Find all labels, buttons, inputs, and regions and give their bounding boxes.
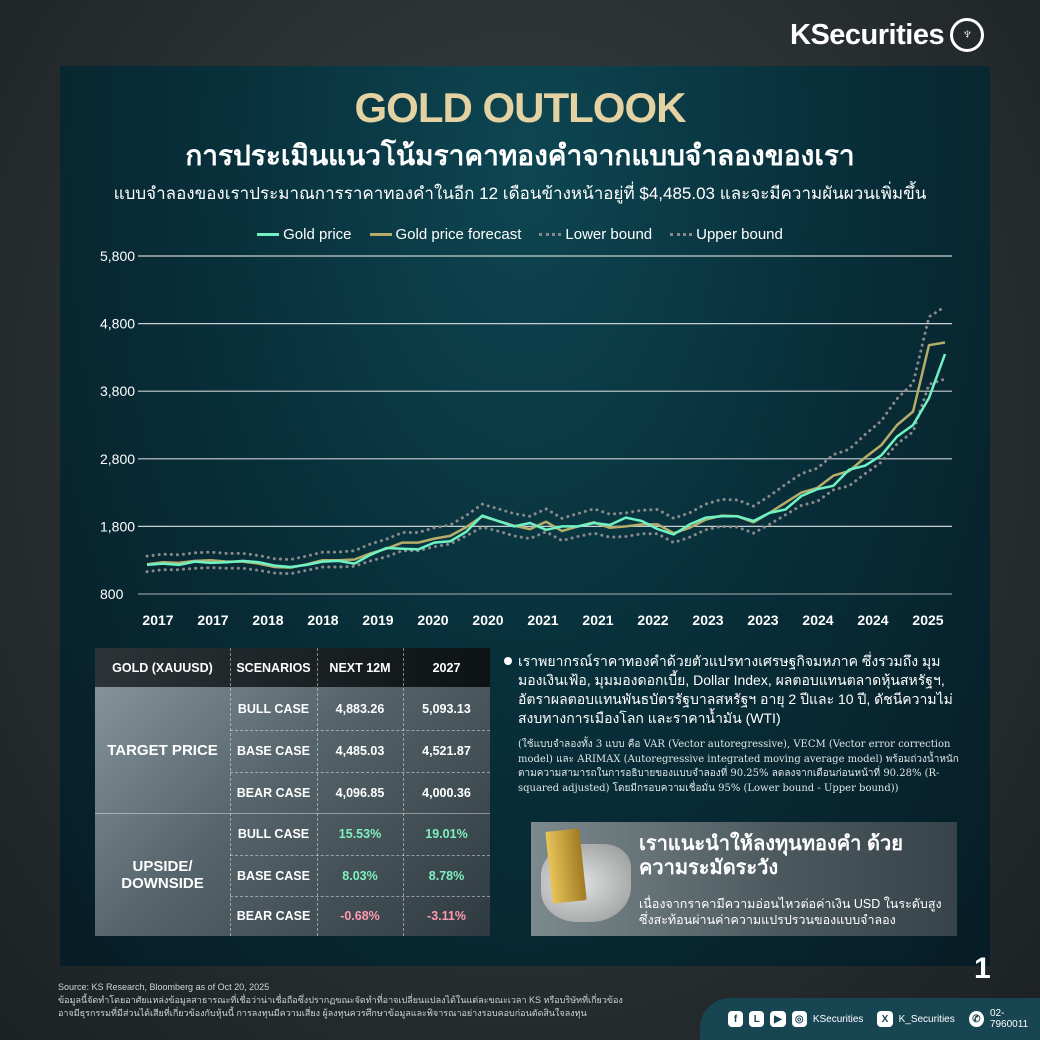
ksecurities-logo: KSecurities ♆ <box>790 18 985 52</box>
value-2027: -3.11% <box>427 909 466 923</box>
legend-lower: Lower bound <box>539 226 652 243</box>
x-tick-label: 2024 <box>857 612 888 628</box>
series-upper-bound <box>145 305 947 561</box>
x-tick-label: 2020 <box>472 612 503 628</box>
line-icon[interactable]: L <box>749 1011 765 1027</box>
y-tick-label: 1,800 <box>100 518 135 534</box>
value-2027: 5,093.13 <box>422 701 471 716</box>
y-tick-label: 5,800 <box>100 248 135 264</box>
value-2027: 4,521.87 <box>422 744 471 758</box>
group-upside-downside: UPSIDE/ DOWNSIDE <box>121 857 204 892</box>
y-tick-label: 4,800 <box>100 316 135 332</box>
social-handle[interactable]: KSecurities <box>812 1013 864 1025</box>
x-tick-label: 2025 <box>912 612 943 628</box>
value-next12m: 4,485.03 <box>335 744 385 758</box>
x-tick-label: 2021 <box>582 612 613 628</box>
scenario-label: BEAR CASE <box>236 909 311 923</box>
legend-forecast: Gold price forecast <box>369 226 521 243</box>
y-tick-label: 800 <box>100 586 124 602</box>
series-lower-bound <box>145 377 947 576</box>
x-tick-label: 2018 <box>252 612 283 628</box>
x-tick-label: 2023 <box>747 612 778 628</box>
scenario-label: BULL CASE <box>237 701 310 716</box>
x-handle[interactable]: K_Securities <box>898 1013 955 1025</box>
social-bar: f L ▶ ◎ KSecurities X K_Securities ✆ 02-… <box>700 998 1040 1040</box>
chart-legend: Gold price Gold price forecast Lower bou… <box>0 226 1040 243</box>
th-gold: GOLD (XAUUSD) <box>112 660 213 675</box>
phone-icon[interactable]: ✆ <box>968 1011 984 1027</box>
value-2027: 19.01% <box>425 827 468 841</box>
series-gold-price-forecast <box>146 341 946 569</box>
value-2027: 8.78% <box>428 868 465 883</box>
page-number: 1 <box>974 952 991 985</box>
series-gold-price <box>146 353 947 569</box>
value-next12m: -0.68% <box>340 909 380 923</box>
x-tick-label: 2017 <box>142 612 173 628</box>
page-description: แบบจำลองของเราประมาณการราคาทองคำในอีก 12… <box>113 184 927 203</box>
scenario-label: BASE CASE <box>237 868 310 883</box>
phone-number[interactable]: 02-7960011 <box>989 1008 1029 1030</box>
page-subtitle: การประเมินแนวโน้มราคาทองคำจากแบบจำลองของ… <box>185 140 855 171</box>
x-tick-label: 2022 <box>637 612 668 628</box>
recommendation-heading: เราแนะนำให้ลงทุนทองคำ ด้วยความระมัดระวัง <box>639 833 903 879</box>
value-next12m: 8.03% <box>342 868 378 883</box>
instagram-icon[interactable]: ◎ <box>791 1011 807 1027</box>
scenario-table: GOLD (XAUUSD) SCENARIOS NEXT 12M 2027 TA… <box>95 648 490 936</box>
x-tick-label: 2023 <box>692 612 723 628</box>
x-tick-label: 2019 <box>362 612 393 628</box>
disclaimer: ข้อมูลนี้จัดทำโดยอาศัยแหล่งข้อมูลสาธารณะ… <box>58 995 623 1018</box>
value-next12m: 4,096.85 <box>335 785 385 800</box>
x-tick-label: 2017 <box>197 612 228 628</box>
scenario-label: BULL CASE <box>237 827 310 841</box>
page-title: GOLD OUTLOOK <box>354 84 687 131</box>
legend-upper: Upper bound <box>670 226 783 243</box>
methodology-bullet: เราพยากรณ์ราคาทองคำด้วยตัวแปรทางเศรษฐกิจ… <box>504 652 963 728</box>
value-next12m: 4,883.26 <box>335 701 385 716</box>
youtube-icon[interactable]: ▶ <box>770 1011 786 1027</box>
value-2027: 4,000.36 <box>422 785 471 800</box>
y-tick-label: 3,800 <box>100 383 135 399</box>
th-scenarios: SCENARIOS <box>236 660 311 675</box>
y-tick-label: 2,800 <box>100 451 135 467</box>
x-tick-label: 2021 <box>527 612 558 628</box>
gold-bar-icon <box>545 828 587 904</box>
source-note: Source: KS Research, Bloomberg as of Oct… <box>58 982 270 992</box>
x-tick-label: 2024 <box>802 612 833 628</box>
gold-price-chart: 5,800 4,800 3,800 2,800 1,800 800 2017 2017 2018… <box>100 248 952 628</box>
legend-gold-price: Gold price <box>257 226 352 243</box>
value-next12m: 15.53% <box>338 827 382 841</box>
scenario-label: BEAR CASE <box>236 785 311 800</box>
th-2027: 2027 <box>432 660 461 675</box>
recommendation-body: เนื่องจากราคามีความอ่อนไหวต่อค่าเงิน USD… <box>639 897 942 927</box>
facebook-icon[interactable]: f <box>728 1011 744 1027</box>
group-target-price: TARGET PRICE <box>107 741 218 759</box>
x-tick-label: 2020 <box>417 612 448 628</box>
sprout-icon: ♆ <box>950 18 985 52</box>
methodology-note: (ใช้แบบจำลองทั้ง 3 แบบ คือ VAR (Vector a… <box>518 739 959 794</box>
x-tick-label: 2018 <box>307 612 338 628</box>
x-icon[interactable]: X <box>877 1011 893 1027</box>
th-next12m: NEXT 12M <box>329 660 391 675</box>
scenario-label: BASE CASE <box>237 744 310 758</box>
footer: Source: KS Research, Bloomberg as of Oct… <box>58 981 638 1020</box>
recommendation-box: เราแนะนำให้ลงทุนทองคำ ด้วยความระมัดระวัง… <box>531 822 957 936</box>
